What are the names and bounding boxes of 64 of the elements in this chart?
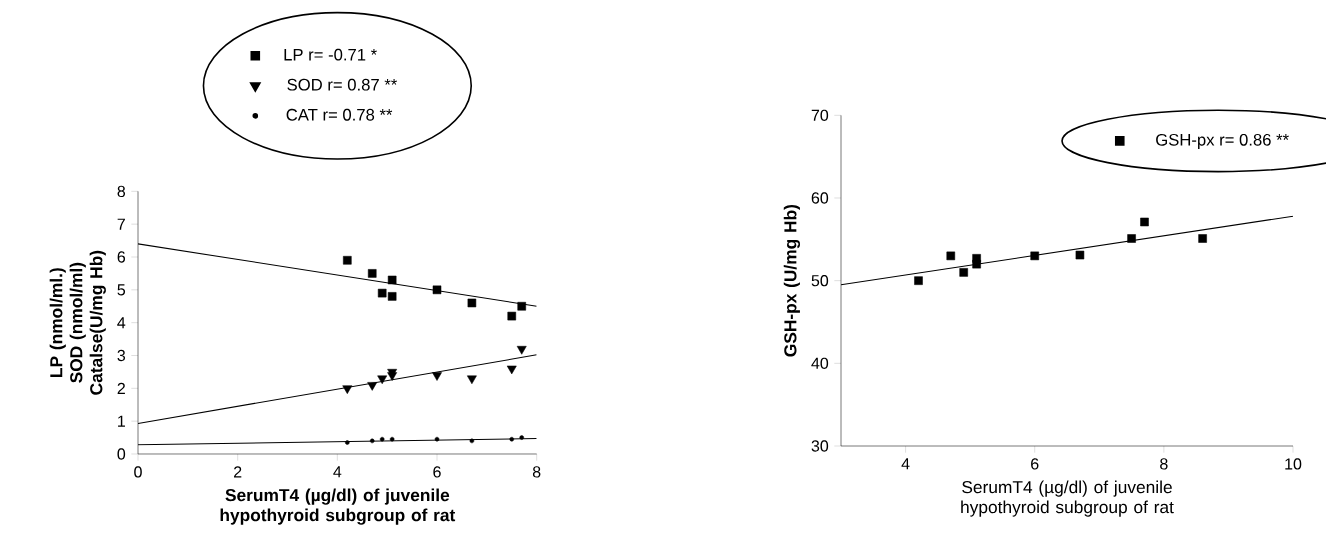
point <box>1127 234 1136 243</box>
point <box>343 256 352 265</box>
point <box>469 438 475 444</box>
y-tick-label: 70 <box>811 109 829 121</box>
point <box>509 436 515 442</box>
point <box>467 375 477 385</box>
y-tick-label: 6 <box>117 251 126 263</box>
x-axis-title: SerumT4 (µg/dl) of juvenile hypothyroid subgroup of rat <box>220 488 456 525</box>
point <box>516 346 527 355</box>
y-axis-title: LP (nmol/ml.) SOD (nmol/ml) Catalse(U/mg Hb) <box>49 250 106 395</box>
point <box>389 436 395 442</box>
point <box>345 440 350 445</box>
point <box>342 385 353 394</box>
point <box>379 436 385 442</box>
point <box>1075 250 1085 260</box>
x-tick-label: 8 <box>1160 458 1168 470</box>
point <box>432 372 442 381</box>
point <box>506 365 517 375</box>
point <box>914 276 923 285</box>
y-tick-label: 2 <box>117 382 125 394</box>
point <box>367 382 378 391</box>
y-tick-label: 3 <box>117 349 126 362</box>
point <box>517 301 526 311</box>
y-tick-label: 40 <box>811 357 829 369</box>
point <box>369 438 375 444</box>
x-tick-label: 4 <box>901 458 910 470</box>
y-tick-label: 50 <box>811 275 829 287</box>
point <box>377 375 388 385</box>
point <box>467 298 477 308</box>
point <box>434 436 440 442</box>
legend-label: LP r= -0.71 * <box>284 48 377 61</box>
y-axis-title: GSH-px (U/mg Hb) <box>783 204 801 357</box>
x-tick-label: 2 <box>234 466 242 478</box>
legend-label: SOD r= 0.87 ** <box>287 78 398 91</box>
y-tick-label: 4 <box>117 317 126 329</box>
x-tick-label: 10 <box>1285 458 1302 470</box>
y-tick-label: 8 <box>117 185 126 197</box>
point <box>959 268 968 277</box>
point <box>432 285 442 295</box>
point <box>1140 217 1149 227</box>
point <box>377 288 387 298</box>
point <box>1030 251 1039 261</box>
point <box>946 251 956 261</box>
y-tick-label: 60 <box>811 192 829 204</box>
x-tick-label: 6 <box>1031 458 1039 470</box>
y-tick-label: 0 <box>117 448 126 460</box>
point <box>507 311 517 321</box>
y-tick-label: 5 <box>117 284 126 296</box>
x-axis-title: SerumT4 (µg/dl) of juvenile hypothyroid subgroup of rat <box>961 480 1174 517</box>
point <box>387 292 397 301</box>
point <box>387 275 397 285</box>
point <box>1198 234 1207 243</box>
x-tick-label: 8 <box>532 466 541 478</box>
point <box>367 269 377 278</box>
point <box>972 259 981 269</box>
x-tick-label: 4 <box>333 466 342 478</box>
x-tick-label: 6 <box>433 466 441 478</box>
y-tick-label: 30 <box>811 440 829 452</box>
legend-label: CAT r= 0.78 ** <box>286 108 393 121</box>
point <box>519 435 524 440</box>
y-tick-label: 7 <box>117 218 125 230</box>
x-tick-label: 0 <box>134 466 142 478</box>
y-tick-label: 1 <box>118 415 125 427</box>
legend-label: GSH-px r= 0.86 ** <box>1156 133 1289 149</box>
